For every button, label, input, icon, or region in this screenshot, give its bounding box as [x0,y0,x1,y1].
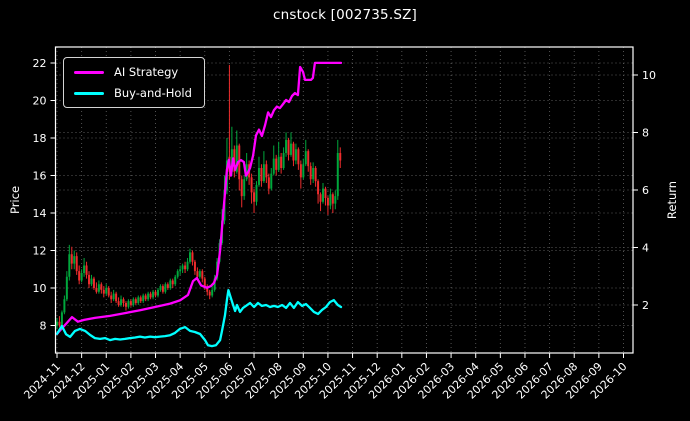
tick-label: 14 [33,207,47,220]
tick-label: 12 [33,245,47,258]
legend-item-ai-strategy: AI Strategy [74,64,192,80]
tick-label: 8 [40,320,47,333]
legend-label-buy-and-hold: Buy-and-Hold [114,86,192,100]
legend-item-buy-and-hold: Buy-and-Hold [74,85,192,101]
tick-label: 10 [642,69,656,82]
candles [56,64,342,330]
tick-label: 2 [642,299,649,312]
tick-label: 8 [642,127,649,140]
chart-title: cnstock [002735.SZ] [272,7,418,23]
tick-label: 10 [33,282,47,295]
tick-label: 16 [33,170,47,183]
return-axis-label: Return [665,180,679,220]
axis-tick-labels: 2024-112024-122025-012025-022025-032025-… [21,57,656,402]
plot-border [54,46,634,354]
tick-label: 20 [33,95,47,108]
axis-ticks [50,62,638,358]
tick-label: 22 [33,57,47,70]
price-axis-label: Price [8,185,22,215]
line-ai-strategy [55,61,343,335]
tick-label: 4 [642,242,649,255]
tick-label: 18 [33,132,47,145]
legend-label-ai-strategy: AI Strategy [114,65,179,79]
line-buy-and-hold [55,288,343,348]
ai-strategy-line-swatch [74,70,104,74]
tick-label: 6 [642,184,649,197]
buy-and-hold-line-swatch [74,91,104,95]
legend: AI Strategy Buy-and-Hold [63,57,205,108]
